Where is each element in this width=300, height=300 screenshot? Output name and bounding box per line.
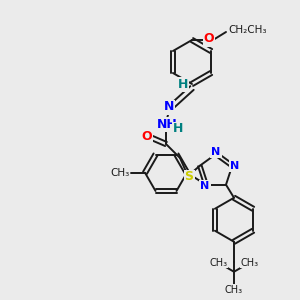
Text: O: O	[204, 32, 214, 46]
Text: CH₃: CH₃	[209, 258, 227, 268]
Text: CH₂CH₃: CH₂CH₃	[228, 25, 266, 35]
Text: S: S	[184, 170, 194, 184]
Text: N: N	[230, 161, 239, 171]
Text: O: O	[142, 130, 152, 142]
Text: H: H	[173, 122, 183, 136]
Text: N: N	[200, 181, 210, 191]
Text: H: H	[178, 77, 188, 91]
Text: CH₃: CH₃	[241, 258, 259, 268]
Text: CH₃: CH₃	[225, 285, 243, 295]
Text: N: N	[164, 100, 174, 113]
Text: NH: NH	[157, 118, 177, 130]
Text: CH₃: CH₃	[111, 168, 130, 178]
Text: N: N	[212, 147, 220, 157]
